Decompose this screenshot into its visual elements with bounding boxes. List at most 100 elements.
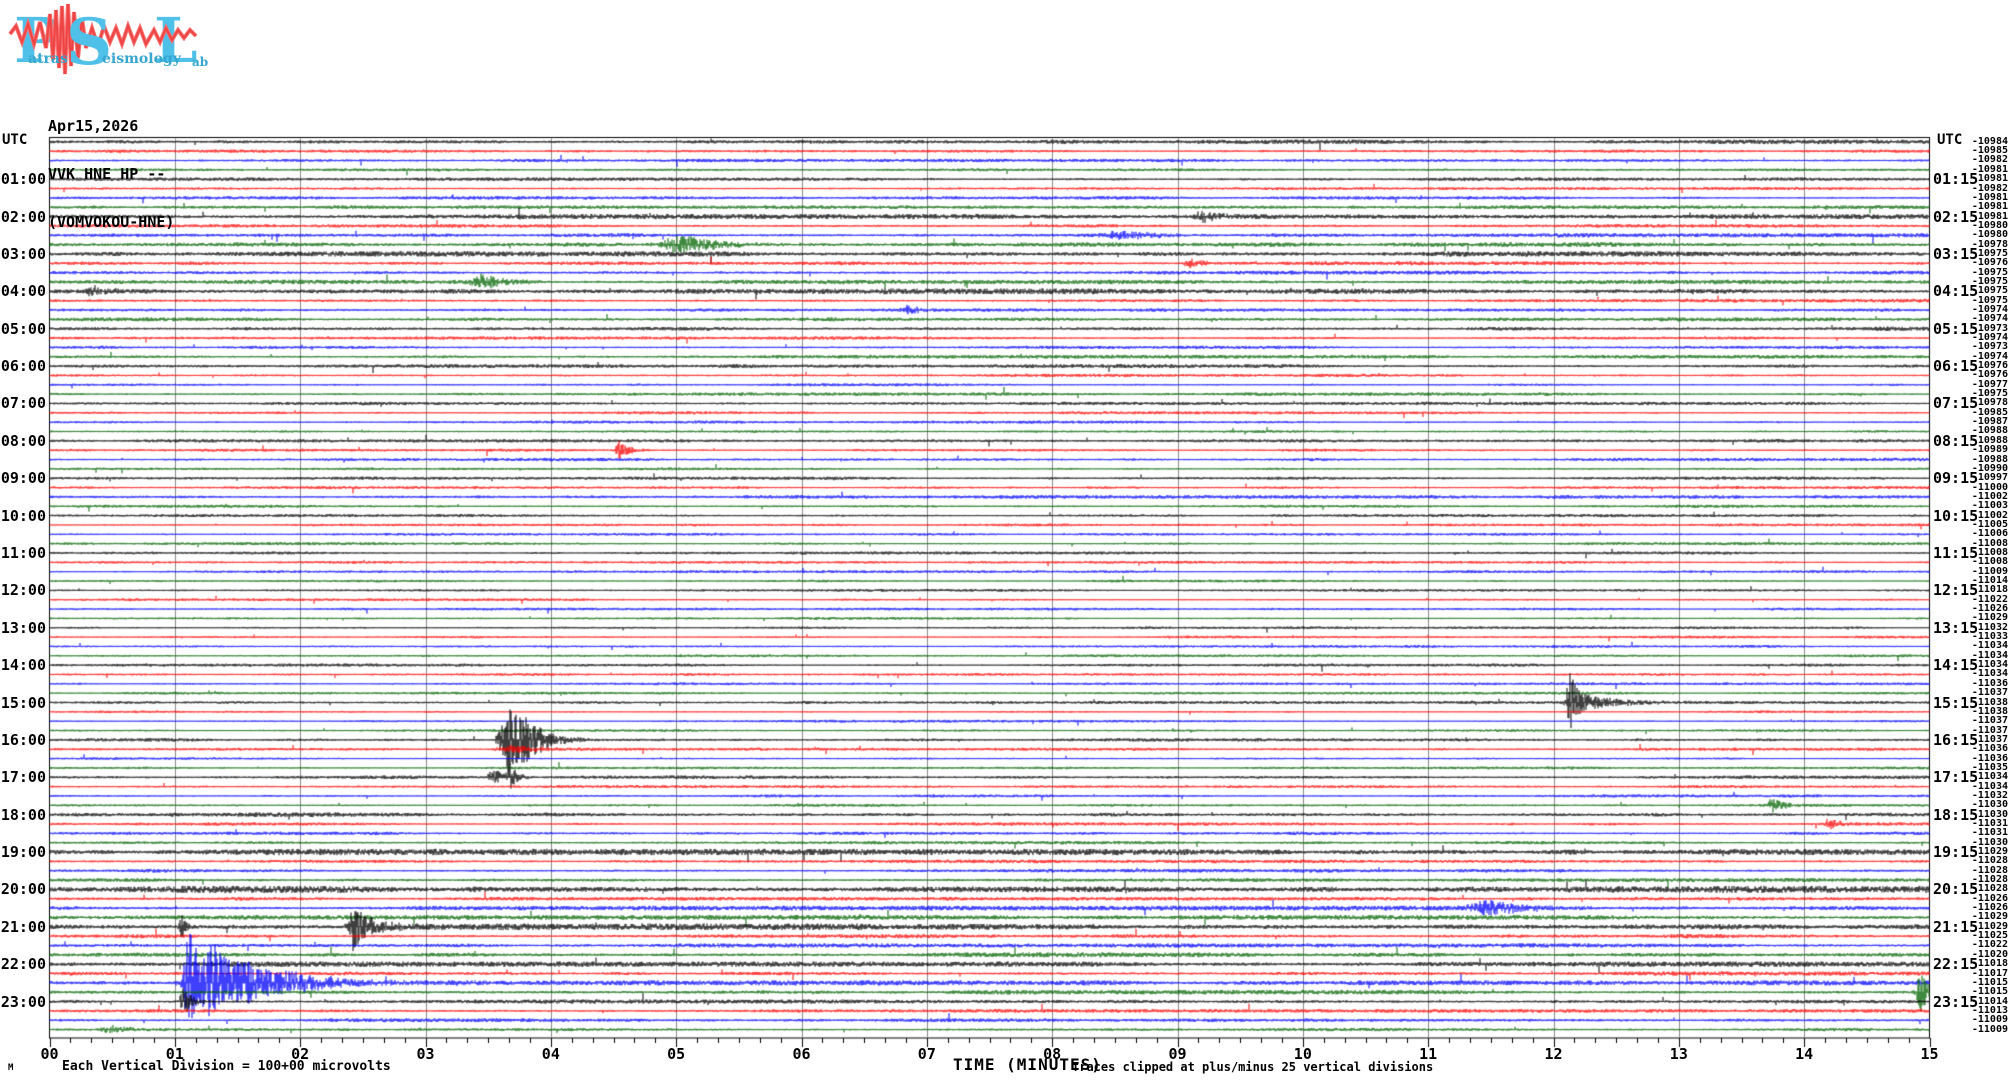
trace-offset-value: -10973 xyxy=(1971,322,2008,334)
hour-label-right: 12:15 xyxy=(1933,581,1979,600)
trace-offset-value: -10982 xyxy=(1971,182,2008,194)
trace-offset-value: -11030 xyxy=(1971,808,2008,820)
header-station-code: VVK HNE HP -- xyxy=(48,165,166,183)
trace-offset-value: -11002 xyxy=(1971,509,2008,521)
trace-offset-value: -11029 xyxy=(1971,846,2008,858)
hour-label-left: 10:00 xyxy=(0,506,46,525)
trace-offset-value: -11037 xyxy=(1971,715,2008,727)
trace-offset-value: -10989 xyxy=(1971,444,2008,456)
trace-offset-value: -10985 xyxy=(1971,145,2008,157)
trace-offset-value: -10978 xyxy=(1971,238,2008,250)
hour-label-right: 19:15 xyxy=(1933,843,1979,862)
hour-label-right: 22:15 xyxy=(1933,955,1979,974)
trace-offset-value: -11013 xyxy=(1971,1004,2008,1016)
x-axis-title: TIME (MINUTES) xyxy=(953,1055,1102,1074)
trace-offset-value: -10987 xyxy=(1971,416,2008,428)
trace-offset-value: -11015 xyxy=(1971,986,2008,998)
hour-label-left: 05:00 xyxy=(0,319,46,338)
hour-label-right: 18:15 xyxy=(1933,805,1979,824)
trace-offset-value: -10975 xyxy=(1971,294,2008,306)
hour-label-right: 03:15 xyxy=(1933,244,1979,263)
trace-offset-value: -11022 xyxy=(1971,593,2008,605)
trace-offset-value: -11038 xyxy=(1971,696,2008,708)
hour-label-left: 02:00 xyxy=(0,207,46,226)
x-axis-tick-label: 15 xyxy=(1920,1045,1939,1063)
hour-label-left: 20:00 xyxy=(0,880,46,899)
logo-word-seismology: eismology xyxy=(102,51,182,67)
x-axis-tick-label: 04 xyxy=(541,1045,560,1063)
footer-corner-mark: M xyxy=(8,1063,14,1073)
station-header: Apr15,2026 VVK HNE HP -- (VOMVOKOU-HNE) xyxy=(48,86,174,246)
trace-offset-value: -11035 xyxy=(1971,761,2008,773)
trace-offset-value: -11008 xyxy=(1971,556,2008,568)
trace-offset-value: -10977 xyxy=(1971,378,2008,390)
utc-label-right: UTC xyxy=(1937,132,1963,148)
x-axis-tick-label: 03 xyxy=(416,1045,435,1063)
trace-offset-value: -10984 xyxy=(1971,135,2008,147)
trace-offset-value: -10975 xyxy=(1971,275,2008,287)
trace-offset-value: -11020 xyxy=(1971,948,2008,960)
hour-label-right: 21:15 xyxy=(1933,917,1979,936)
trace-offset-value: -11030 xyxy=(1971,836,2008,848)
trace-offset-value: -11005 xyxy=(1971,518,2008,530)
psl-logo: P L S atras eismology ab xyxy=(8,2,208,86)
trace-offset-value: -11036 xyxy=(1971,677,2008,689)
logo-word-patras: atras xyxy=(28,51,68,67)
trace-offset-value: -11036 xyxy=(1971,743,2008,755)
trace-offset-value: -11002 xyxy=(1971,490,2008,502)
hour-label-left: 04:00 xyxy=(0,282,46,301)
trace-offset-value: -11022 xyxy=(1971,939,2008,951)
hour-label-left: 13:00 xyxy=(0,618,46,637)
trace-offset-value: -10988 xyxy=(1971,425,2008,437)
trace-offset-value: -11028 xyxy=(1971,883,2008,895)
trace-offset-value: -10978 xyxy=(1971,397,2008,409)
trace-offset-value: -10988 xyxy=(1971,453,2008,465)
hour-label-right: 01:15 xyxy=(1933,170,1979,189)
trace-offset-value: -11018 xyxy=(1971,584,2008,596)
hour-label-left: 03:00 xyxy=(0,244,46,263)
hour-label-left: 14:00 xyxy=(0,656,46,675)
hour-label-left: 01:00 xyxy=(0,170,46,189)
trace-offset-value: -10990 xyxy=(1971,462,2008,474)
trace-offset-value: -10997 xyxy=(1971,472,2008,484)
hour-label-left: 07:00 xyxy=(0,394,46,413)
hour-label-left: 15:00 xyxy=(0,693,46,712)
x-axis-tick-label: 05 xyxy=(667,1045,686,1063)
hour-label-right: 15:15 xyxy=(1933,693,1979,712)
trace-offset-value: -11034 xyxy=(1971,771,2008,783)
trace-offset-value: -11000 xyxy=(1971,481,2008,493)
hour-label-right: 11:15 xyxy=(1933,543,1979,562)
trace-offset-value: -11032 xyxy=(1971,789,2008,801)
hour-label-right: 16:15 xyxy=(1933,730,1979,749)
trace-offset-value: -10981 xyxy=(1971,191,2008,203)
hour-label-right: 09:15 xyxy=(1933,469,1979,488)
logo-seismic-trace-dark xyxy=(9,3,197,75)
trace-offset-value: -11006 xyxy=(1971,528,2008,540)
trace-offset-value: -11034 xyxy=(1971,649,2008,661)
trace-offset-value: -11032 xyxy=(1971,621,2008,633)
trace-offset-value: -11028 xyxy=(1971,864,2008,876)
x-axis-tick-label: 08 xyxy=(1043,1045,1062,1063)
hour-label-left: 21:00 xyxy=(0,917,46,936)
trace-offset-value: -10981 xyxy=(1971,201,2008,213)
trace-offset-value: -10974 xyxy=(1971,332,2008,344)
trace-offset-value: -11037 xyxy=(1971,687,2008,699)
hour-label-left: 11:00 xyxy=(0,543,46,562)
trace-offset-value: -10976 xyxy=(1971,257,2008,269)
trace-offset-value: -11028 xyxy=(1971,855,2008,867)
clip-note: Traces clipped at plus/minus 25 vertical… xyxy=(1072,1060,1434,1074)
trace-offset-value: -11026 xyxy=(1971,603,2008,615)
trace-offset-value: -10974 xyxy=(1971,313,2008,325)
trace-offset-value: -11025 xyxy=(1971,930,2008,942)
trace-offset-value: -10975 xyxy=(1971,247,2008,259)
psl-logo-graphic: P L S atras eismology ab xyxy=(8,3,208,80)
trace-offset-value: -11034 xyxy=(1971,659,2008,671)
trace-offset-value: -10981 xyxy=(1971,210,2008,222)
hour-label-left: 08:00 xyxy=(0,431,46,450)
trace-offset-value: -11003 xyxy=(1971,500,2008,512)
trace-offset-value: -10973 xyxy=(1971,341,2008,353)
trace-offset-value: -10976 xyxy=(1971,369,2008,381)
logo-word-lab: ab xyxy=(192,55,208,69)
scale-note: Each Vertical Division = 100+00 microvol… xyxy=(62,1059,391,1074)
trace-offset-value: -10975 xyxy=(1971,266,2008,278)
